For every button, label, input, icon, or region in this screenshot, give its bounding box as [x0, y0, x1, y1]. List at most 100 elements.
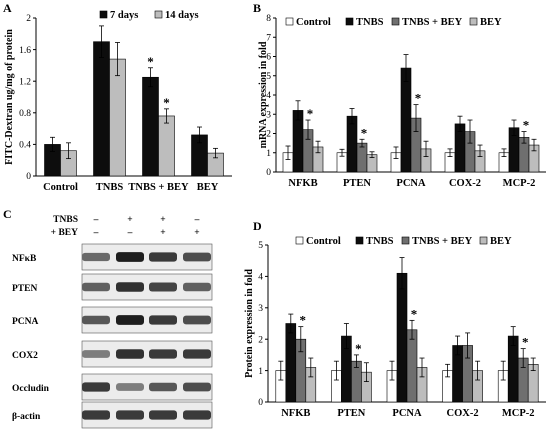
x-tick-label-tnbs-bey: TNBS + BEY — [128, 182, 189, 193]
lane-sign: – — [127, 228, 133, 238]
treatment-label-tnbs: TNBS — [53, 215, 78, 225]
blot-band — [116, 282, 144, 292]
x-tick-label-bey: BEY — [197, 182, 219, 193]
lane-sign: + — [160, 215, 165, 225]
legend-label-tnbs: TNBS — [356, 17, 384, 28]
y-tick-label: 4 — [258, 273, 263, 283]
blot-band — [183, 315, 211, 325]
x-tick-label-mcp-2: MCP-2 — [502, 408, 535, 419]
x-tick-label-pten: PTEN — [337, 408, 365, 419]
legend-label-control: Control — [306, 236, 341, 247]
x-tick-label-pten: PTEN — [343, 178, 371, 189]
significance-star: * — [523, 118, 530, 133]
blot-band — [149, 252, 177, 262]
legend-label-7-days: 7 days — [110, 10, 138, 21]
y-axis-title: mRNA expression in fold — [258, 41, 269, 148]
x-tick-label-nfkb: NFKB — [281, 408, 310, 419]
y-tick-label: 0 — [26, 172, 31, 182]
legend-swatch-tnbs-bey — [391, 17, 400, 26]
bar-pten-tnbs — [346, 115, 358, 173]
y-tick-label: 7 — [266, 33, 271, 43]
protein-label-actin: β-actin — [12, 412, 41, 422]
treatment-label-bey: + BEY — [51, 228, 78, 238]
blot-band — [149, 349, 177, 359]
x-tick-label-mcp-2: MCP-2 — [503, 178, 536, 189]
panel-letter-a: A — [3, 1, 12, 15]
lane-sign: + — [194, 228, 199, 238]
significance-star: * — [300, 313, 307, 328]
legend-label-tnbs-bey: TNBS + BEY — [412, 236, 473, 247]
blot-band — [149, 282, 177, 292]
protein-label-pcna: PCNA — [12, 317, 39, 327]
lane-sign: – — [194, 215, 200, 225]
significance-star: * — [415, 91, 422, 106]
y-tick-label: 4 — [266, 91, 271, 101]
bar-tnbs-bey-14-days — [158, 115, 175, 177]
legend-swatch-14-days — [154, 10, 163, 19]
x-tick-label-control: Control — [43, 182, 78, 193]
bar-tnbs-bey-7-days — [142, 76, 159, 177]
blot-band — [183, 282, 211, 292]
y-tick-label: 1.2 — [19, 77, 31, 87]
blot-band — [116, 383, 144, 391]
chart-b: 0 1 2 3 4 5 6 7 8 mRNA expression in fold NFKB * PTE… — [258, 14, 546, 189]
blot-band — [116, 410, 144, 420]
blot-band — [116, 349, 144, 359]
legend-swatch-tnbs — [355, 236, 364, 245]
y-tick-label: 3 — [266, 110, 271, 120]
panel-letter-b: B — [253, 1, 261, 15]
legend-label-bey: BEY — [490, 236, 512, 247]
y-axis-title: FITC-Dextran ug/mg of protein — [4, 29, 15, 165]
blot-band — [82, 410, 110, 420]
legend-swatch-control — [285, 17, 294, 26]
y-tick-label: 2 — [266, 130, 271, 140]
legend-label-control: Control — [296, 17, 331, 28]
bar-mcp-2-tnbs — [507, 335, 519, 403]
protein-label-cox2: COX2 — [12, 351, 38, 361]
legend-label-tnbs: TNBS — [366, 236, 394, 247]
blot-band — [183, 382, 211, 392]
blot-band — [82, 350, 110, 358]
blot-band — [183, 252, 211, 262]
significance-star: * — [163, 95, 170, 110]
y-tick-label: 2 — [258, 335, 263, 345]
significance-star: * — [307, 106, 314, 121]
bar-pcna-tnbs — [400, 67, 412, 173]
bar-pcna-tnbs — [396, 272, 408, 403]
blot-band — [116, 315, 144, 325]
legend-swatch-7-days — [99, 10, 108, 19]
lane-sign: – — [93, 228, 99, 238]
legend-swatch-bey — [469, 17, 478, 26]
y-axis-title: Protein expression in fold — [244, 269, 255, 378]
y-tick-label: 1.6 — [19, 46, 31, 56]
blot-band — [82, 282, 110, 292]
y-tick-label: 3 — [258, 304, 263, 314]
blot-band — [116, 252, 144, 262]
y-tick-label: 1 — [258, 367, 263, 377]
legend-swatch-tnbs — [345, 17, 354, 26]
panel-letter-d: D — [253, 219, 262, 233]
blot-band — [82, 382, 110, 392]
bar-pten-tnbs-bey — [356, 142, 368, 173]
y-tick-label: 1 — [266, 149, 271, 159]
bar-nfkb-tnbs — [285, 323, 297, 403]
y-tick-label: 5 — [266, 72, 271, 82]
y-tick-label: 2 — [26, 14, 31, 24]
blot-band — [183, 349, 211, 359]
lane-sign: + — [160, 228, 165, 238]
blot-band — [149, 382, 177, 392]
bar-pcna-tnbs-bey — [406, 329, 418, 403]
significance-star: * — [361, 125, 368, 140]
lane-sign: + — [127, 215, 132, 225]
blot-band — [82, 315, 110, 325]
chart-a: 0 0.4 0.8 1.2 1.6 2 FITC-Dextran ug/mg of prot… — [4, 10, 232, 193]
x-tick-label-tnbs: TNBS — [96, 182, 124, 193]
bar-tnbs-14-days — [109, 58, 126, 177]
lane-sign: – — [93, 215, 99, 225]
y-tick-label: 0 — [258, 398, 263, 408]
significance-star: * — [522, 335, 529, 350]
significance-star: * — [411, 306, 418, 321]
significance-star: * — [147, 54, 154, 69]
y-tick-label: 5 — [258, 241, 263, 251]
